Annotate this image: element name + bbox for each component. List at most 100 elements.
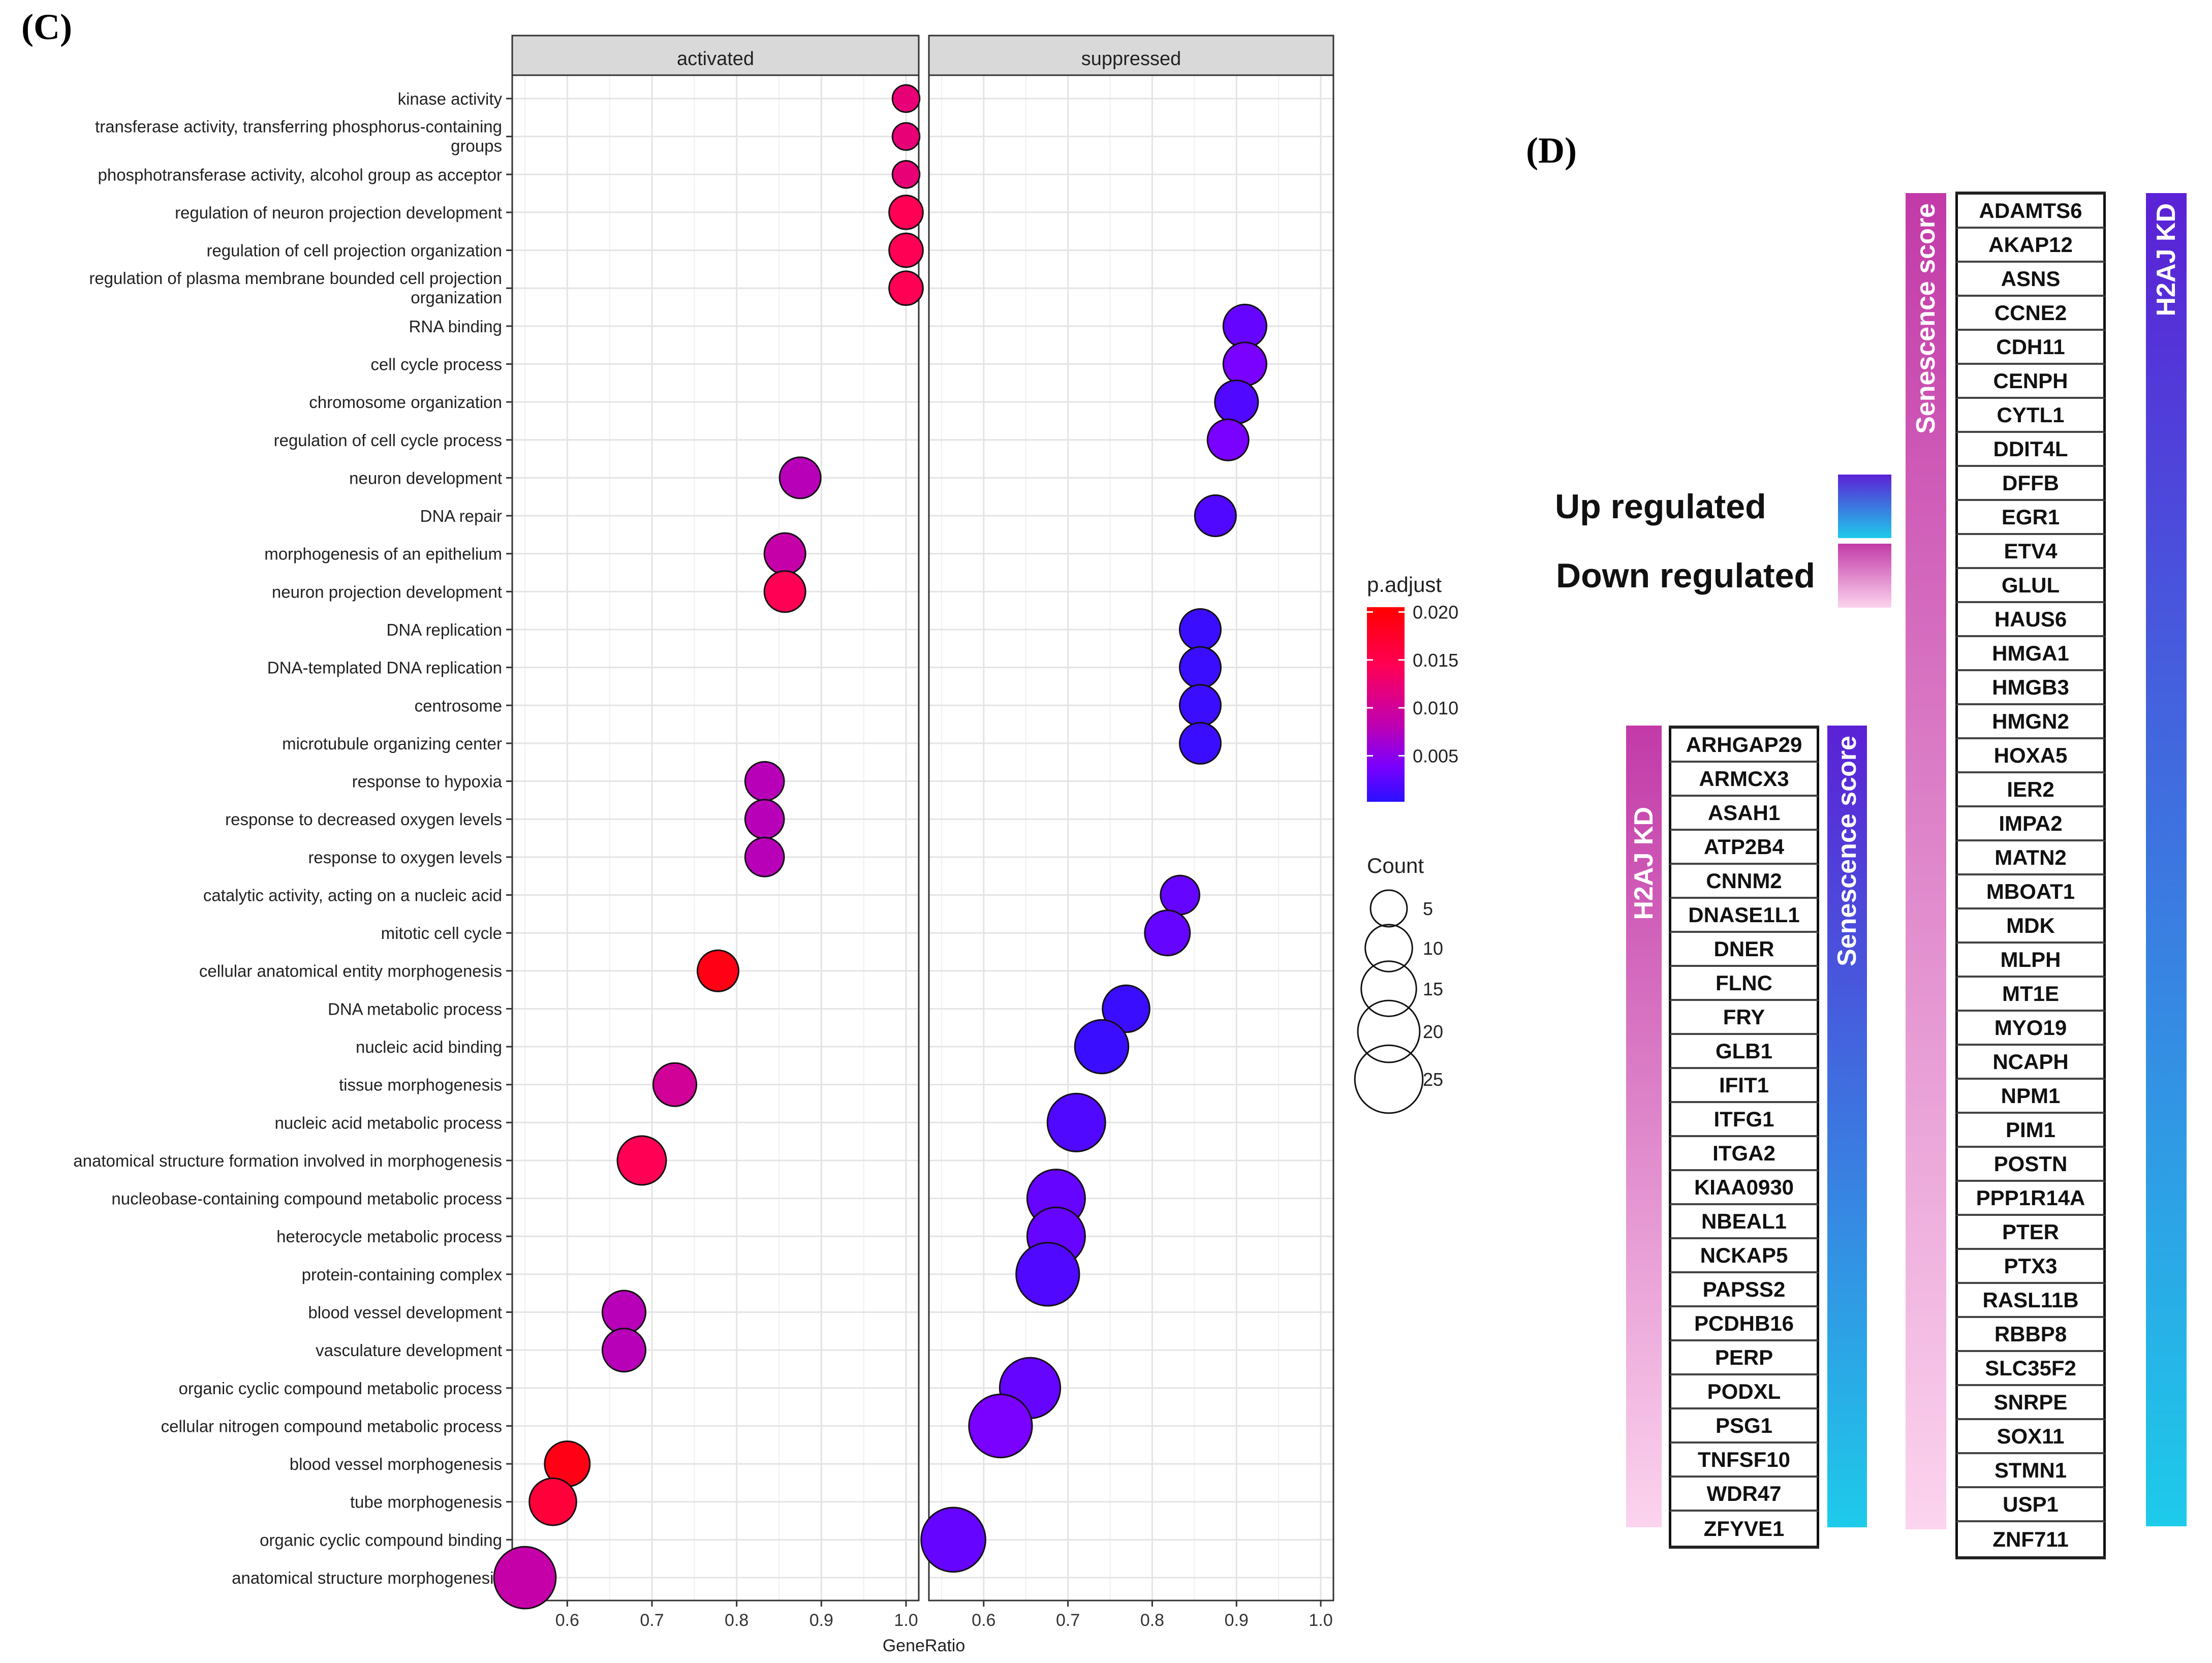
gene-cell: PTER xyxy=(1955,1216,2106,1250)
gene-cell: USP1 xyxy=(1955,1488,2106,1522)
color-legend-label: 0.005 xyxy=(1413,745,1458,766)
gene-cell: PERP xyxy=(1669,1341,1819,1375)
facet-strip xyxy=(928,35,1334,76)
data-point xyxy=(778,456,822,499)
y-term-label-line: blood vessel morphogenesis xyxy=(290,1455,502,1473)
y-term-label: DNA-templated DNA replication xyxy=(267,658,502,677)
gene-cell: SLC35F2 xyxy=(1955,1352,2106,1386)
size-legend-circle xyxy=(1357,999,1421,1063)
y-term-label-line: microtubule organizing center xyxy=(282,734,502,753)
gene-cell: NBEAL1 xyxy=(1669,1205,1819,1239)
data-point xyxy=(1178,684,1222,727)
data-point xyxy=(1178,646,1222,689)
gene-cell: NPM1 xyxy=(1955,1080,2106,1114)
y-term-label-line: nucleic acid binding xyxy=(356,1038,502,1056)
gene-cell: ITGA2 xyxy=(1669,1137,1819,1171)
gene-cell: ATP2B4 xyxy=(1669,831,1819,865)
gene-cell: HMGN2 xyxy=(1955,705,2106,739)
gene-cell: PPP1R14A xyxy=(1955,1182,2106,1216)
color-legend-label: 0.010 xyxy=(1413,698,1458,718)
data-point xyxy=(1178,721,1222,765)
gene-cell: PSG1 xyxy=(1669,1409,1819,1444)
size-legend-label: 5 xyxy=(1423,898,1433,919)
y-term-label-line: blood vessel development xyxy=(308,1303,502,1322)
y-term-label-line: nucleobase-containing compound metabolic… xyxy=(111,1189,502,1208)
data-point xyxy=(616,1135,667,1186)
y-term-label: neuron development xyxy=(349,468,502,487)
x-tick-label: 0.9 xyxy=(809,1611,833,1630)
x-tick-label: 0.6 xyxy=(555,1611,579,1630)
x-tick-label: 0.7 xyxy=(1056,1611,1080,1630)
data-point xyxy=(1222,341,1267,387)
gene-cell: AKAP12 xyxy=(1955,229,2106,263)
data-point xyxy=(493,1546,557,1610)
y-term-label: centrosome xyxy=(415,696,502,715)
panel-d-label: (D) xyxy=(1526,130,1577,171)
left-senescence-bar-label: Senescence score xyxy=(1832,736,1862,966)
data-point xyxy=(601,1290,647,1335)
y-term-label-line: organic cyclic compound metabolic proces… xyxy=(179,1379,502,1398)
size-legend-title: Count xyxy=(1367,854,1424,877)
gene-cell: POSTN xyxy=(1955,1148,2106,1182)
y-term-label: protein-containing complex xyxy=(302,1265,503,1284)
facet-label: activated xyxy=(677,48,754,70)
gene-cell: FRY xyxy=(1669,1001,1819,1035)
y-term-label-line: transferase activity, transferring phosp… xyxy=(95,117,502,136)
y-term-label: regulation of cell projection organizati… xyxy=(206,241,502,260)
y-term-label-line: nucleic acid metabolic process xyxy=(274,1113,502,1132)
y-term-label: regulation of plasma membrane bounded ce… xyxy=(89,269,502,307)
data-point xyxy=(696,949,740,992)
y-term-label-line: centrosome xyxy=(415,696,502,715)
y-term-label: anatomical structure morphogenesis xyxy=(232,1568,502,1587)
size-legend-circle xyxy=(1364,924,1413,972)
y-term-label-line: regulation of cell cycle process xyxy=(274,431,502,450)
y-term-label-line: DNA repair xyxy=(420,507,502,525)
gene-cell: PODXL xyxy=(1669,1375,1819,1409)
y-term-label: nucleobase-containing compound metabolic… xyxy=(111,1189,502,1208)
gene-cell: CCNE2 xyxy=(1955,297,2106,331)
y-term-label-line: response to decreased oxygen levels xyxy=(225,810,502,829)
gene-cell: DDIT4L xyxy=(1955,433,2106,467)
y-term-label: morphogenesis of an epithelium xyxy=(264,545,502,563)
gene-cell: RBBP8 xyxy=(1955,1318,2106,1352)
data-point xyxy=(1214,380,1259,425)
y-term-label-line: anatomical structure morphogenesis xyxy=(232,1568,502,1587)
x-tick-label: 0.9 xyxy=(1225,1611,1249,1630)
y-term-label-line: anatomical structure formation involved … xyxy=(73,1151,502,1170)
data-point xyxy=(1046,1092,1106,1152)
facet-panel xyxy=(928,74,1334,1602)
left-h2aj-bar-label: H2AJ KD xyxy=(1629,807,1659,920)
y-term-label: response to oxygen levels xyxy=(308,848,502,867)
data-point xyxy=(1074,1019,1130,1075)
gene-cell: PTX3 xyxy=(1955,1250,2106,1284)
panel-c-label: (C) xyxy=(21,7,72,47)
data-point xyxy=(1206,418,1250,461)
data-point xyxy=(744,836,785,877)
y-term-label-line: tissue morphogenesis xyxy=(339,1076,502,1094)
facet-strip xyxy=(511,35,920,76)
y-term-label: response to hypoxia xyxy=(352,772,503,791)
x-axis-title: GeneRatio xyxy=(883,1636,965,1655)
data-point xyxy=(744,761,785,802)
y-term-label-line: DNA metabolic process xyxy=(328,999,502,1018)
y-term-label-line: organic cyclic compound binding xyxy=(260,1530,502,1549)
data-point xyxy=(1160,874,1201,916)
gene-cell: ITFG1 xyxy=(1669,1103,1819,1137)
gene-cell: KIAA0930 xyxy=(1669,1171,1819,1205)
y-term-label: DNA replication xyxy=(387,620,502,639)
data-point xyxy=(1194,494,1237,538)
gene-cell: WDR47 xyxy=(1669,1478,1819,1512)
gene-cell: MT1E xyxy=(1955,978,2106,1012)
gene-cell: HAUS6 xyxy=(1955,603,2106,637)
y-term-label: chromosome organization xyxy=(309,393,502,412)
down-regulated-swatch xyxy=(1838,544,1891,608)
y-term-label-line: vasculature development xyxy=(316,1341,502,1360)
y-term-label-line: cellular nitrogen compound metabolic pro… xyxy=(161,1417,502,1435)
data-point xyxy=(891,122,921,151)
x-tick-label: 0.6 xyxy=(972,1611,995,1630)
right-h2aj-bar-label: H2AJ KD xyxy=(2152,203,2181,317)
y-term-label: microtubule organizing center xyxy=(282,734,502,753)
x-tick-label: 1.0 xyxy=(894,1611,918,1630)
gene-cell: MLPH xyxy=(1955,944,2106,978)
y-term-label: vasculature development xyxy=(316,1341,502,1360)
